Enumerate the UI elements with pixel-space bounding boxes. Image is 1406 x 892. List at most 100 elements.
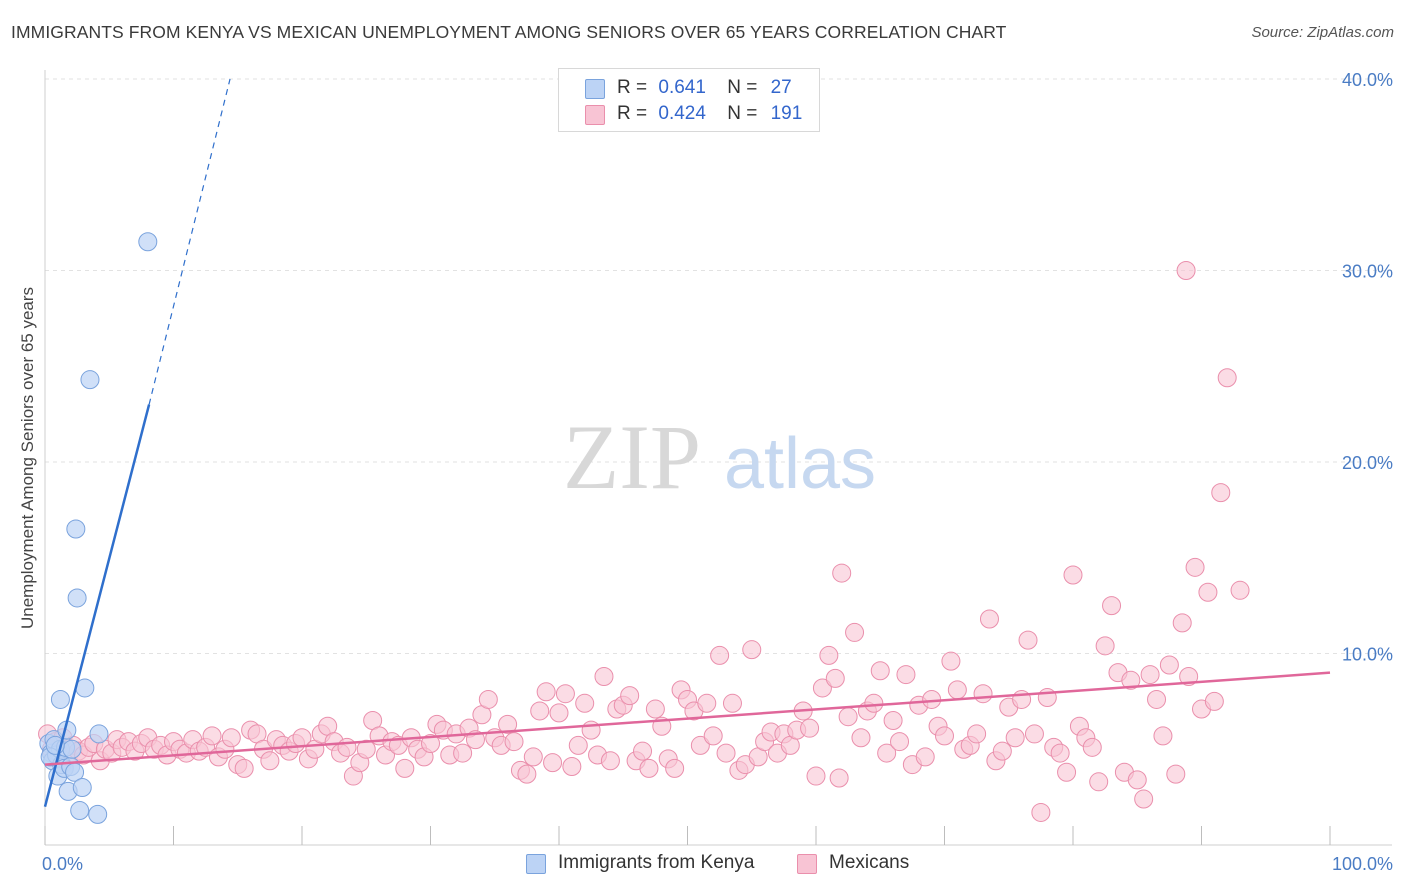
mexicans-point bbox=[523, 747, 543, 767]
mexicans-point bbox=[825, 668, 845, 688]
mexicans-point bbox=[1121, 670, 1141, 690]
mexicans-point bbox=[260, 751, 280, 771]
mexicans-point bbox=[915, 747, 935, 767]
mexicans-point bbox=[1211, 483, 1231, 503]
mexicans-point bbox=[1063, 565, 1083, 585]
mexicans-point bbox=[549, 703, 569, 723]
y-tick-label: 30.0% bbox=[1342, 262, 1393, 282]
mexicans-point bbox=[819, 645, 839, 665]
mexicans-point bbox=[1179, 666, 1199, 686]
mexicans-point bbox=[1050, 743, 1070, 763]
mexicans-point bbox=[829, 768, 849, 788]
mexicans-point bbox=[935, 726, 954, 746]
mexicans-point bbox=[665, 758, 685, 778]
watermark: ZIP atlas bbox=[563, 406, 876, 508]
mexicans-point bbox=[202, 726, 222, 746]
y-axis-label: Unemployment Among Seniors over 65 years bbox=[18, 287, 37, 629]
mexicans-r-value: 0.424 bbox=[658, 103, 706, 124]
legend-r-label: R = bbox=[617, 77, 648, 98]
kenya-point bbox=[70, 801, 90, 821]
kenya-point bbox=[72, 778, 92, 798]
mexicans-point bbox=[356, 739, 376, 759]
correlation-legend: R = 0.641 N = 27 R = 0.424 N = 191 bbox=[558, 68, 820, 132]
y-tick-label: 40.0% bbox=[1342, 70, 1393, 90]
mexicans-point bbox=[478, 689, 498, 709]
mexicans-point bbox=[498, 714, 518, 734]
mexicans-point bbox=[1166, 764, 1186, 784]
kenya-point bbox=[80, 370, 100, 390]
kenya-trend-line bbox=[43, 404, 151, 808]
axes bbox=[44, 70, 1392, 846]
mexicans-point bbox=[517, 764, 537, 784]
y-tick-label: 20.0% bbox=[1342, 453, 1393, 473]
mexicans-point bbox=[620, 686, 640, 706]
mexicans-point bbox=[832, 563, 852, 583]
mexicans-point bbox=[1198, 582, 1218, 602]
mexicans-legend-swatch bbox=[797, 854, 817, 874]
mexicans-point bbox=[890, 732, 910, 752]
kenya-point bbox=[138, 232, 158, 252]
mexicans-point bbox=[1127, 770, 1147, 790]
mexicans-point bbox=[710, 645, 730, 665]
mexicans-point bbox=[1147, 689, 1167, 709]
mexicans-points bbox=[38, 261, 1250, 822]
mexicans-point bbox=[453, 743, 473, 763]
mexicans-point bbox=[973, 684, 993, 704]
x-tick-label: 100.0% bbox=[1332, 854, 1393, 874]
mexicans-point bbox=[896, 665, 916, 685]
trend-lines bbox=[43, 78, 1331, 808]
mexicans-point bbox=[941, 651, 961, 671]
mexicans-point bbox=[845, 622, 865, 642]
mexicans-point bbox=[883, 711, 903, 731]
mexicans-point bbox=[600, 751, 620, 771]
kenya-legend-label: Immigrants from Kenya bbox=[558, 852, 755, 873]
mexicans-point bbox=[1102, 596, 1122, 616]
mexicans-point bbox=[967, 724, 987, 744]
x-tick-labels: 0.0% 100.0% bbox=[42, 854, 1393, 874]
mexicans-point bbox=[1024, 724, 1044, 744]
mexicans-point bbox=[221, 728, 241, 748]
mexicans-point bbox=[742, 640, 762, 660]
mexicans-point bbox=[806, 766, 826, 786]
kenya-legend-swatch bbox=[526, 854, 546, 874]
y-tick-label: 10.0% bbox=[1342, 645, 1393, 665]
mexicans-point bbox=[1031, 802, 1051, 822]
mexicans-point bbox=[633, 741, 653, 761]
mexicans-point bbox=[1082, 737, 1102, 757]
mexicans-point bbox=[877, 743, 897, 763]
mexicans-point bbox=[1140, 665, 1160, 685]
mexicans-point bbox=[690, 735, 710, 755]
kenya-n-value: 27 bbox=[770, 77, 792, 98]
mexicans-point bbox=[838, 707, 858, 727]
mexicans-point bbox=[543, 753, 563, 773]
mexicans-point bbox=[337, 737, 357, 757]
y-tick-labels: 10.0% 20.0% 30.0% 40.0% bbox=[1342, 70, 1393, 665]
mexicans-point bbox=[1057, 762, 1077, 782]
mexicans-point bbox=[395, 758, 415, 778]
mexicans-point bbox=[1134, 789, 1154, 809]
mexicans-point bbox=[722, 693, 742, 713]
chart-title: IMMIGRANTS FROM KENYA VS MEXICAN UNEMPLO… bbox=[11, 22, 1007, 42]
legend-r-label: R = bbox=[617, 103, 648, 124]
kenya-point bbox=[89, 724, 109, 744]
mexicans-n-value: 191 bbox=[770, 103, 803, 124]
mexicans-point bbox=[864, 693, 884, 713]
mexicans-point bbox=[555, 684, 575, 704]
mexicans-point bbox=[504, 732, 524, 752]
mexicans-legend-label: Mexicans bbox=[829, 852, 910, 873]
mexicans-point bbox=[530, 701, 550, 721]
mexicans-point bbox=[979, 609, 999, 629]
watermark-atlas: atlas bbox=[724, 424, 876, 504]
mexicans-point bbox=[639, 758, 659, 778]
mexicans-point bbox=[1204, 691, 1224, 711]
legend-n-label: N = bbox=[727, 77, 758, 98]
mexicans-point bbox=[594, 666, 614, 686]
kenya-point bbox=[66, 519, 86, 539]
mexicans-point bbox=[1018, 630, 1038, 650]
kenya-point bbox=[62, 739, 82, 759]
mexicans-point bbox=[1217, 368, 1237, 388]
mexicans-point bbox=[234, 758, 254, 778]
x-tick-label: 0.0% bbox=[42, 854, 83, 874]
mexicans-point bbox=[645, 699, 665, 719]
mexicans-point bbox=[1089, 772, 1109, 792]
